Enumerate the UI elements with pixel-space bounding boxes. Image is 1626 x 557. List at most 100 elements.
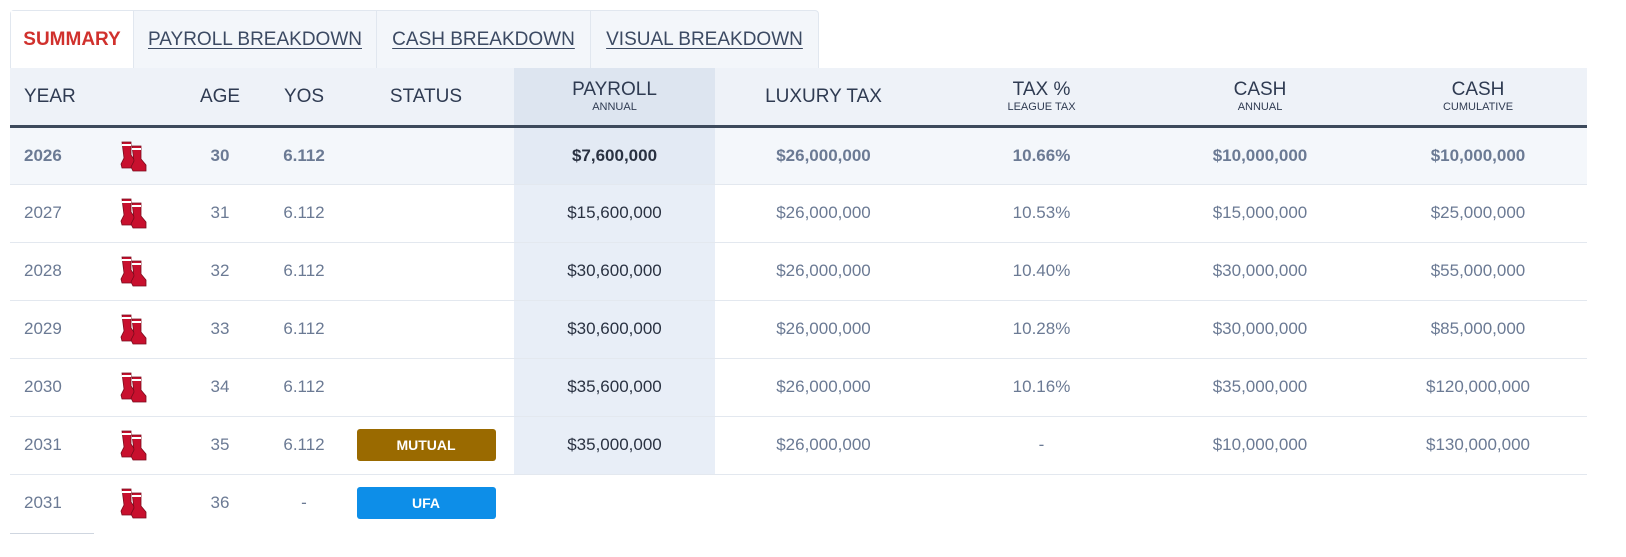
cell-cash: $30,000,000: [1212, 261, 1308, 280]
col-header-cash-cumulative[interactable]: CASH CUMULATIVE: [1369, 68, 1587, 128]
tab-cash-breakdown[interactable]: CASH BREAKDOWN: [376, 11, 590, 69]
cell-tax-pct: [932, 474, 1151, 532]
cell-tax-pct: 10.40%: [1012, 261, 1071, 280]
cell-cash: $10,000,000: [1212, 145, 1308, 165]
col-header-tax-pct[interactable]: TAX % LEAGUE TAX: [932, 68, 1151, 128]
cell-age: 30: [210, 145, 230, 165]
col-header-luxury-tax[interactable]: LUXURY TAX: [715, 68, 932, 128]
cell-yos: 6.112: [283, 261, 325, 280]
cell-yos: 6.112: [283, 203, 325, 222]
cell-cash-cum: $25,000,000: [1430, 203, 1526, 222]
cell-tax-pct: -: [1038, 435, 1045, 454]
red-sox-logo-icon[interactable]: [118, 197, 152, 229]
cash-cum-header-label: CASH: [1451, 78, 1505, 100]
cell-cash-cum: $120,000,000: [1426, 377, 1530, 396]
status-badge: UFA: [356, 487, 496, 520]
table-row: 2030 34 6.112 $35,600,000 $26,000,000 10.16% $…: [10, 358, 1587, 416]
cell-status: UFA: [338, 474, 514, 532]
cell-luxury-tax: $26,000,000: [776, 203, 871, 222]
cell-year: 2029: [24, 319, 62, 338]
cell-status: [338, 300, 514, 358]
cell-status: MUTUAL: [338, 416, 514, 474]
cell-team: [100, 416, 170, 474]
cell-age: 31: [210, 203, 230, 222]
table-row: 2027 31 6.112 $15,600,000 $26,000,000 10.53% $…: [10, 184, 1587, 242]
cell-cash-cum: $85,000,000: [1430, 319, 1526, 338]
table-row: 2029 33 6.112 $30,600,000 $26,000,000 10.28% $…: [10, 300, 1587, 358]
cash-cum-header-sub: CUMULATIVE: [1442, 100, 1514, 113]
cell-yos: -: [301, 493, 307, 513]
cell-status: [338, 358, 514, 416]
cell-team: [100, 358, 170, 416]
cell-cash: $35,000,000: [1212, 377, 1308, 396]
cell-status: [338, 126, 514, 184]
table-row: 2026 30 6.112 $7,600,000 $26,000,000 10.66% $1…: [10, 126, 1587, 184]
cell-cash: $10,000,000: [1212, 435, 1308, 454]
cell-payroll: $35,600,000: [514, 358, 715, 416]
tab-bar: SUMMARY PAYROLL BREAKDOWN CASH BREAKDOWN…: [10, 10, 819, 69]
cell-age: 32: [210, 261, 230, 280]
divider: [10, 533, 94, 534]
red-sox-logo-icon[interactable]: [118, 255, 152, 287]
cell-age: 35: [210, 435, 230, 454]
cell-yos: 6.112: [283, 145, 325, 165]
cell-cash-cum: $55,000,000: [1430, 261, 1526, 280]
cell-luxury-tax: $26,000,000: [776, 261, 871, 280]
cell-age: 33: [210, 319, 230, 338]
cell-year: 2030: [24, 377, 62, 396]
red-sox-logo-icon[interactable]: [118, 140, 152, 172]
table-header-row: YEAR AGE YOS STATUS PAYROLL ANNUAL LUXURY…: [10, 68, 1587, 128]
cell-cash-cum: $130,000,000: [1426, 435, 1530, 454]
cell-age: 34: [210, 377, 230, 396]
red-sox-logo-icon[interactable]: [118, 429, 152, 461]
cell-payroll: [514, 474, 715, 532]
tab-summary[interactable]: SUMMARY: [11, 11, 133, 69]
red-sox-logo-icon[interactable]: [118, 371, 152, 403]
cell-yos: 6.112: [283, 435, 325, 454]
table-row: 2031 36 - UFA: [10, 474, 1587, 532]
red-sox-logo-icon[interactable]: [118, 313, 152, 345]
cell-luxury-tax: [715, 474, 932, 532]
tab-payroll-breakdown[interactable]: PAYROLL BREAKDOWN: [133, 11, 376, 69]
col-header-yos[interactable]: YOS: [270, 68, 338, 128]
col-header-year[interactable]: YEAR: [10, 68, 100, 128]
cell-team: [100, 300, 170, 358]
cell-team: [100, 474, 170, 532]
cell-cash-cum: [1369, 474, 1587, 532]
cell-tax-pct: 10.53%: [1012, 203, 1071, 222]
col-header-age[interactable]: AGE: [170, 68, 270, 128]
col-header-payroll[interactable]: PAYROLL ANNUAL: [514, 68, 715, 128]
status-badge: MUTUAL: [356, 429, 496, 461]
tax-pct-header-sub: LEAGUE TAX: [1007, 100, 1076, 113]
cell-payroll: $7,600,000: [514, 126, 715, 184]
tax-pct-header-label: TAX %: [1012, 78, 1071, 100]
cell-cash: $30,000,000: [1212, 319, 1308, 338]
col-header-status[interactable]: STATUS: [338, 68, 514, 128]
cell-payroll: $30,600,000: [514, 242, 715, 300]
tab-visual-breakdown[interactable]: VISUAL BREAKDOWN: [590, 11, 818, 69]
cell-tax-pct: 10.28%: [1012, 319, 1071, 338]
cell-yos: 6.112: [283, 319, 325, 338]
cell-tax-pct: 10.66%: [1012, 145, 1071, 165]
cell-year: 2031: [24, 493, 62, 513]
contract-summary-table: YEAR AGE YOS STATUS PAYROLL ANNUAL LUXURY…: [10, 68, 1587, 532]
cell-tax-pct: 10.16%: [1012, 377, 1071, 396]
cell-team: [100, 242, 170, 300]
col-header-cash[interactable]: CASH ANNUAL: [1151, 68, 1369, 128]
cell-payroll: $15,600,000: [514, 184, 715, 242]
cell-cash: $15,000,000: [1212, 203, 1308, 222]
cell-yos: 6.112: [283, 377, 325, 396]
cell-status: [338, 242, 514, 300]
red-sox-logo-icon[interactable]: [118, 487, 152, 519]
cell-luxury-tax: $26,000,000: [776, 145, 871, 165]
cell-year: 2026: [24, 145, 62, 165]
cell-year: 2027: [24, 203, 62, 222]
cell-team: [100, 184, 170, 242]
cash-header-label: CASH: [1233, 78, 1287, 100]
cell-age: 36: [210, 493, 230, 513]
cell-payroll: $30,600,000: [514, 300, 715, 358]
payroll-header-label: PAYROLL: [572, 78, 657, 100]
cell-team: [100, 126, 170, 184]
cell-year: 2031: [24, 435, 62, 454]
cell-luxury-tax: $26,000,000: [776, 377, 871, 396]
